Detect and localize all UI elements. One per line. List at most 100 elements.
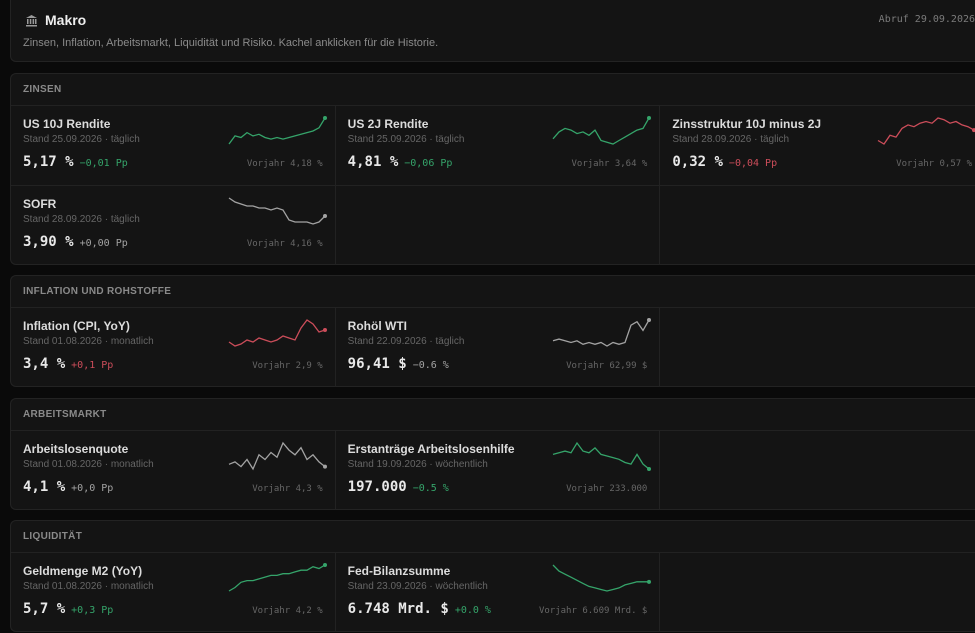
tile-change: +0,0 Pp bbox=[71, 483, 114, 494]
tile-value-wrap: 4,1 % +0,0 Pp bbox=[23, 479, 113, 495]
sparkline-last-point bbox=[322, 328, 327, 332]
sparkline-series bbox=[228, 197, 326, 225]
sparkline bbox=[228, 197, 327, 225]
tile-prior-year: Vorjahr 6.609 Mrd. $ bbox=[538, 606, 648, 616]
tile-change: +0,3 Pp bbox=[71, 605, 114, 616]
tile-name: Inflation (CPI, YoY) bbox=[23, 319, 130, 333]
empty-tile bbox=[660, 308, 975, 387]
tile-date: Stand 01.08.2026 · monatlich bbox=[23, 336, 154, 347]
tile-name: US 2J Rendite bbox=[347, 117, 429, 131]
indicator-tile[interactable]: US 2J Rendite Stand 25.09.2026 · täglich 4… bbox=[336, 106, 661, 185]
section-title: INFLATION UND ROHSTOFFE bbox=[23, 286, 172, 297]
sparkline-last-point bbox=[322, 464, 327, 469]
tile-value-wrap: 0,32 % −0,04 Pp bbox=[672, 154, 777, 170]
tile-date: Stand 01.08.2026 · monatlich bbox=[23, 459, 154, 470]
sparkline-series bbox=[228, 117, 326, 145]
tile-row: Inflation (CPI, YoY) Stand 01.08.2026 · m… bbox=[11, 308, 975, 387]
sparkline-series bbox=[228, 319, 325, 347]
tile-change: −0,04 Pp bbox=[728, 158, 778, 169]
sparkline-series bbox=[228, 441, 326, 471]
sparkline-series bbox=[877, 117, 975, 145]
tile-prior-year: Vorjahr 4,2 % bbox=[252, 606, 323, 616]
tile-name: Rohöl WTI bbox=[347, 319, 407, 333]
indicator-tile[interactable]: Zinsstruktur 10J minus 2J Stand 28.09.202… bbox=[660, 106, 975, 185]
tile-date: Stand 22.09.2026 · täglich bbox=[347, 336, 465, 347]
tile-row: SOFR Stand 28.09.2026 · täglich 3,90 % +0,0… bbox=[11, 185, 975, 265]
indicator-tile[interactable]: Fed-Bilanzsumme Stand 23.09.2026 · wöchen… bbox=[336, 553, 661, 632]
section-title: ZINSEN bbox=[23, 84, 62, 95]
indicator-tile[interactable]: Geldmenge M2 (YoY) Stand 01.08.2026 · mon… bbox=[11, 553, 336, 632]
indicator-tile[interactable]: SOFR Stand 28.09.2026 · täglich 3,90 % +0,0… bbox=[11, 186, 336, 265]
empty-tile bbox=[660, 431, 975, 510]
tile-prior-year: Vorjahr 4,18 % bbox=[246, 159, 323, 169]
tile-date: Stand 28.09.2026 · täglich bbox=[672, 134, 790, 145]
tile-value-wrap: 6.748 Mrd. $ +0.0 % bbox=[348, 601, 491, 617]
tile-prior-year: Vorjahr 233.000 bbox=[566, 484, 648, 494]
tile-change: +0,1 Pp bbox=[71, 360, 114, 371]
sparkline bbox=[877, 117, 975, 145]
page-title-wrap: Makro bbox=[25, 12, 86, 28]
tile-name: Zinsstruktur 10J minus 2J bbox=[672, 117, 822, 131]
tile-row: US 10J Rendite Stand 25.09.2026 · täglich… bbox=[11, 106, 975, 185]
indicator-tile[interactable]: Erstanträge Arbeitslosenhilfe Stand 19.09… bbox=[336, 431, 661, 510]
sparkline bbox=[552, 564, 652, 592]
tile-date: Stand 23.09.2026 · wöchentlich bbox=[347, 581, 488, 592]
tile-value-wrap: 3,90 % +0,00 Pp bbox=[23, 234, 128, 250]
tile-value: 4,81 % bbox=[347, 154, 399, 170]
tile-prior-year: Vorjahr 2,9 % bbox=[252, 361, 323, 371]
tile-prior-year: Vorjahr 62,99 $ bbox=[566, 361, 648, 371]
sparkline bbox=[228, 563, 327, 592]
tile-name: Geldmenge M2 (YoY) bbox=[23, 564, 143, 578]
tile-date: Stand 25.09.2026 · täglich bbox=[347, 134, 465, 145]
tile-grid: Geldmenge M2 (YoY) Stand 01.08.2026 · mon… bbox=[11, 552, 975, 632]
sparkline-last-point bbox=[322, 563, 327, 567]
section-1: INFLATION UND ROHSTOFFE Inflation (CPI, Y… bbox=[10, 275, 975, 387]
tile-change: −0,01 Pp bbox=[79, 158, 128, 169]
tile-value: 5,7 % bbox=[23, 601, 66, 617]
section-0: ZINSEN US 10J Rendite Stand 25.09.2026 · t… bbox=[10, 73, 975, 265]
indicator-tile[interactable]: Arbeitslosenquote Stand 01.08.2026 · mona… bbox=[11, 431, 336, 510]
indicator-tile[interactable]: US 10J Rendite Stand 25.09.2026 · täglich… bbox=[11, 106, 336, 185]
tile-date: Stand 19.09.2026 · wöchentlich bbox=[347, 459, 488, 470]
tile-change: +0.0 % bbox=[454, 605, 491, 616]
page-title: Makro bbox=[45, 12, 87, 28]
tile-value: 3,4 % bbox=[23, 356, 66, 372]
tile-change: −0.5 % bbox=[412, 483, 449, 494]
tile-name: Arbeitslosenquote bbox=[23, 442, 129, 456]
page-subtitle: Zinsen, Inflation, Arbeitsmarkt, Liquidi… bbox=[23, 37, 439, 49]
empty-tile bbox=[660, 553, 975, 632]
tile-row: Geldmenge M2 (YoY) Stand 01.08.2026 · mon… bbox=[11, 553, 975, 632]
tile-prior-year: Vorjahr 0,57 % bbox=[896, 159, 973, 169]
tile-prior-year: Vorjahr 4,16 % bbox=[246, 239, 323, 249]
sparkline bbox=[228, 441, 327, 471]
indicator-tile[interactable]: Inflation (CPI, YoY) Stand 01.08.2026 · m… bbox=[11, 308, 336, 387]
tile-value: 0,32 % bbox=[672, 154, 723, 170]
tile-value: 6.748 Mrd. $ bbox=[347, 601, 449, 617]
sparkline-series bbox=[553, 441, 650, 470]
tile-value-wrap: 197.000 −0.5 % bbox=[348, 479, 449, 495]
tile-date: Stand 28.09.2026 · täglich bbox=[23, 214, 140, 225]
sparkline-series bbox=[552, 564, 650, 592]
tile-value: 96,41 $ bbox=[347, 356, 407, 372]
tile-prior-year: Vorjahr 3,64 % bbox=[571, 159, 648, 169]
sparkline bbox=[228, 116, 327, 145]
indicator-tile[interactable]: Rohöl WTI Stand 22.09.2026 · täglich 96,41… bbox=[336, 308, 661, 387]
tile-prior-year: Vorjahr 4,3 % bbox=[252, 484, 323, 494]
sparkline-last-point bbox=[322, 214, 327, 218]
sparkline bbox=[553, 441, 652, 471]
tile-value: 197.000 bbox=[347, 479, 407, 495]
tile-value-wrap: 5,7 % +0,3 Pp bbox=[23, 601, 113, 617]
tile-change: −0.6 % bbox=[412, 360, 449, 371]
tile-grid: Inflation (CPI, YoY) Stand 01.08.2026 · m… bbox=[11, 307, 975, 387]
sparkline-last-point bbox=[647, 467, 652, 471]
page-header: Makro Zinsen, Inflation, Arbeitsmarkt, L… bbox=[10, 0, 975, 62]
tile-name: SOFR bbox=[23, 197, 57, 211]
tile-name: Fed-Bilanzsumme bbox=[347, 564, 451, 578]
sparkline-series bbox=[553, 319, 650, 347]
tile-name: US 10J Rendite bbox=[23, 117, 111, 131]
sparkline bbox=[552, 116, 652, 145]
sparkline-last-point bbox=[322, 116, 327, 120]
sparkline-last-point bbox=[647, 318, 652, 322]
empty-tile bbox=[336, 186, 661, 265]
sparkline-last-point bbox=[647, 579, 652, 584]
